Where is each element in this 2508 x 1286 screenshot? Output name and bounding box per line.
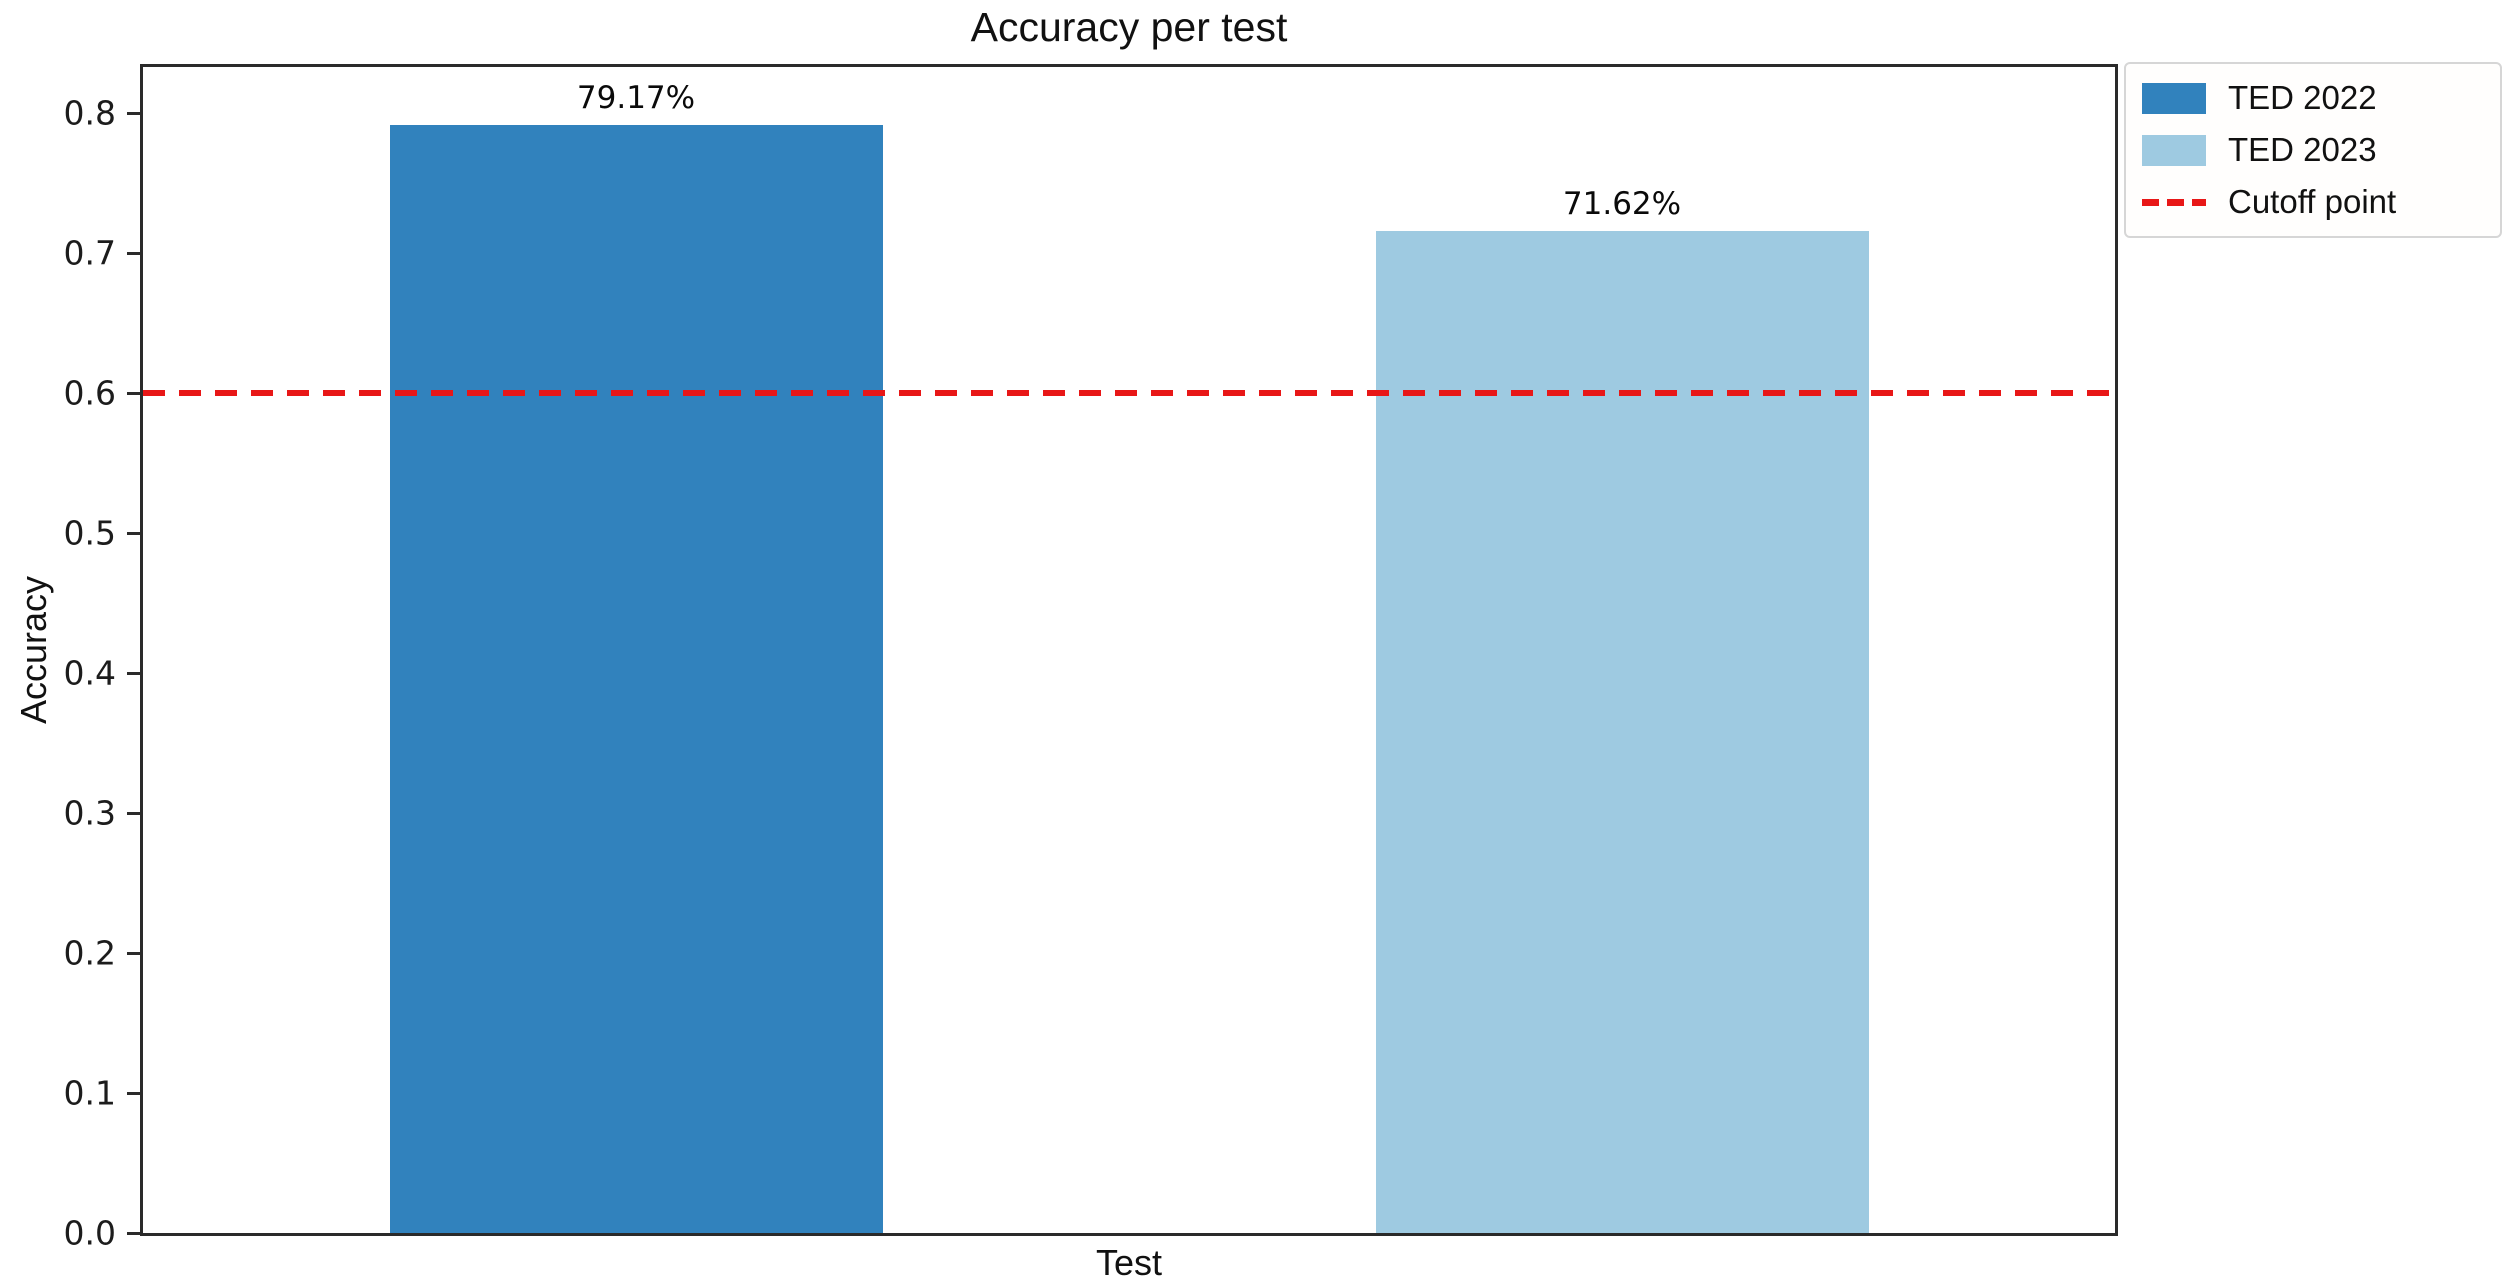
y-axis-label: Accuracy (13, 575, 54, 725)
y-tick-label: 0.6 (63, 373, 116, 413)
legend-swatch-ted-2022 (2142, 82, 2206, 114)
plot-area: 0.0 0.1 0.2 0.3 0.4 0.5 0.6 0.7 0.8 79.17% 71.62% (64, 64, 2118, 1253)
y-tick-label: 0.0 (63, 1213, 116, 1253)
bar-ted-2022 (389, 124, 883, 1233)
y-tick-mark (127, 531, 140, 535)
chart-title: Accuracy per test (970, 4, 1288, 50)
y-tick-label: 0.8 (63, 93, 116, 133)
bar-value-label-ted-2022: 79.17% (576, 79, 696, 116)
y-tick-mark (127, 1231, 140, 1235)
y-tick-label: 0.3 (63, 793, 116, 833)
legend-row-cutoff-point: Cutoff point (2142, 183, 2484, 221)
legend-label: Cutoff point (2228, 183, 2397, 220)
y-tick-mark (127, 1091, 140, 1095)
y-tick-mark (127, 391, 140, 395)
x-axis-label: Test (1095, 1242, 1163, 1283)
y-tick-label: 0.1 (63, 1073, 116, 1113)
legend-dashed-line-icon (2142, 198, 2206, 206)
legend-row-ted-2023: TED 2023 (2142, 131, 2484, 169)
y-tick-mark (127, 951, 140, 955)
legend-label: TED 2022 (2228, 79, 2377, 116)
y-tick-mark (127, 811, 140, 815)
y-tick-label: 0.5 (63, 513, 116, 553)
legend-row-ted-2022: TED 2022 (2142, 79, 2484, 117)
y-tick-mark (127, 111, 140, 115)
y-tick-label: 0.2 (63, 933, 116, 973)
legend: TED 2022 TED 2023 Cutoff point (2124, 62, 2502, 238)
y-tick-label: 0.7 (63, 233, 116, 273)
bar-value-label-ted-2023: 71.62% (1562, 185, 1682, 222)
bar-ted-2023 (1375, 230, 1869, 1233)
y-tick-label: 0.4 (63, 653, 116, 693)
y-tick-mark (127, 251, 140, 255)
legend-label: TED 2023 (2228, 131, 2377, 168)
y-tick-mark (127, 671, 140, 675)
legend-swatch-ted-2023 (2142, 134, 2206, 166)
cutoff-line (143, 390, 2115, 397)
